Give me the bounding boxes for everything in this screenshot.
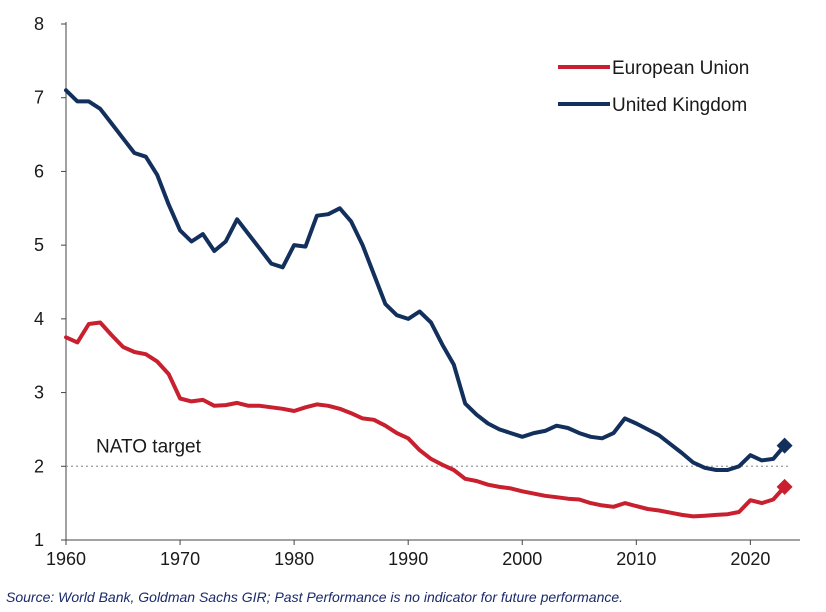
y-tick-label: 1 [34,530,44,550]
y-tick-label: 5 [34,235,44,255]
end-marker-european-union [776,478,793,495]
legend: European Union United Kingdom [558,58,749,116]
series-line-european-union [64,320,787,519]
legend-label: United Kingdom [612,95,747,116]
x-tick-label: 2010 [616,549,656,569]
nato-target-label: NATO target [96,436,202,457]
y-axis: 1 2 3 4 5 6 7 8 [34,14,67,550]
y-tick-label: 6 [34,161,44,181]
y-tick-label: 7 [34,88,44,108]
legend-label: European Union [612,58,749,79]
y-tick-label: 3 [34,383,44,403]
series-line-united-kingdom [64,88,787,472]
x-axis: 1960 1970 1980 1990 2000 2010 2020 [46,539,800,569]
nato-target-reference: NATO target [66,436,790,467]
end-marker-united-kingdom [776,437,793,454]
y-tick-label: 4 [34,309,44,329]
y-tick-label: 2 [34,456,44,476]
x-tick-label: 1970 [160,549,200,569]
y-tick-label: 8 [34,14,44,34]
x-tick-label: 1960 [46,549,86,569]
x-tick-label: 1990 [388,549,428,569]
source-note: Source: World Bank, Goldman Sachs GIR; P… [6,589,624,605]
x-tick-label: 2020 [730,549,770,569]
series-layer [64,88,793,519]
x-tick-label: 2000 [502,549,542,569]
x-tick-label: 1980 [274,549,314,569]
